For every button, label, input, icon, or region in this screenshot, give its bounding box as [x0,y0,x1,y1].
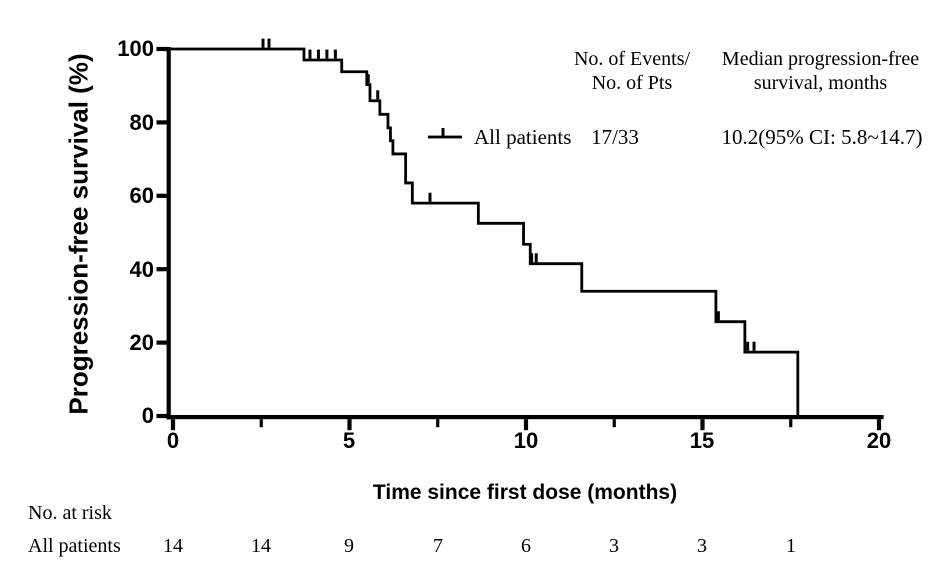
y-axis-tick [156,193,167,198]
risk-value-t10: 6 [521,535,531,557]
x-tick-label-15: 15 [689,428,715,453]
x-axis-major-tick [876,419,882,431]
x-axis-minor-tick [436,419,440,428]
median-survival-value: 10.2(95% CI: 5.8~14.7) [721,125,923,149]
legend-series-label: All patients [474,125,572,149]
censor-tick [333,49,337,59]
censor-tick [746,341,750,351]
events-header-line2: No. of Pts [591,72,673,94]
risk-row-label: All patients [28,535,121,557]
censor-tick [530,253,534,263]
y-tick-label-0: 0 [141,403,154,428]
x-axis-title: Time since first dose (months) [372,481,678,504]
x-axis-major-tick [700,419,705,431]
censor-tick [534,253,538,263]
censor-tick [716,311,720,321]
km-curve-all-patients [168,47,800,416]
y-tick-label-60: 60 [129,183,154,208]
risk-value-t7-5: 7 [433,535,443,557]
censor-tick [752,341,756,351]
risk-table-title: No. at risk [28,502,112,524]
x-axis-minor-tick [789,419,793,428]
y-tick-label-40: 40 [129,257,154,282]
y-axis-tick [156,267,167,272]
risk-value-t17-5: 1 [786,535,796,557]
censor-tick [376,90,380,100]
censor-tick [316,49,320,59]
censor-tick [267,38,271,48]
risk-value-t12-5: 3 [609,535,619,557]
y-tick-label-20: 20 [129,330,154,355]
x-tick-label-0: 0 [166,428,180,453]
risk-value-t15: 3 [697,535,707,557]
censor-tick [261,38,265,48]
x-tick-label-10: 10 [513,428,539,453]
x-axis-minor-tick [612,419,616,428]
x-axis-line [166,415,884,420]
x-tick-label-20: 20 [866,428,892,453]
y-axis-line [166,47,171,420]
y-tick-label-100: 100 [117,36,154,61]
censor-tick [308,49,312,59]
median-header-line1: Median progression-free [721,48,920,70]
y-tick-label-80: 80 [129,110,154,135]
legend-marker-censor-tick [441,128,445,137]
censor-tick [366,74,370,84]
y-axis-tick [156,120,167,125]
x-axis-major-tick [170,419,176,431]
y-axis-title: Progression-free survival (%) [63,53,94,415]
median-header-line2: survival, months [753,72,888,94]
censor-tick [325,49,329,59]
median-column-header: Median progression-free survival, months [705,47,931,95]
events-column-header: No. of Events/ No. of Pts [552,47,712,95]
censor-tick [428,192,432,202]
events-header-line1: No. of Events/ [573,48,691,70]
x-axis-major-tick [347,419,352,431]
risk-value-t0: 14 [163,535,183,557]
legend-marker-line [428,135,462,139]
x-tick-label-5: 5 [342,428,356,453]
x-axis-major-tick [523,419,529,431]
y-axis-tick [156,340,167,345]
y-axis-tick [156,46,167,52]
y-axis-tick [156,413,167,419]
risk-value-t2-5: 14 [251,535,271,557]
x-axis-minor-tick [259,419,263,428]
risk-value-t5: 9 [344,535,354,557]
events-value: 17/33 [591,125,639,149]
